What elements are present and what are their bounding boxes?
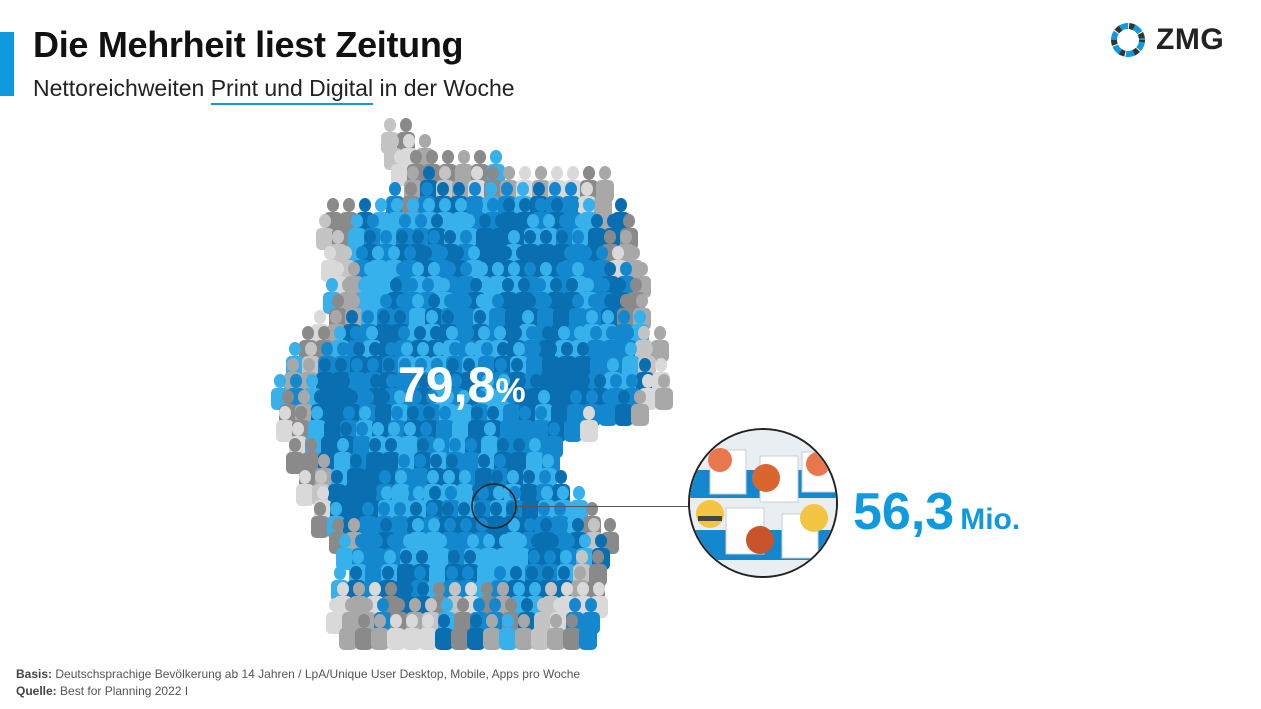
person-figure <box>631 390 649 426</box>
reach-absolute: 56,3 Mio. <box>853 482 1020 542</box>
reach-percent-value: 79,8 <box>398 357 496 413</box>
zmg-ring-logo-icon <box>1111 23 1145 57</box>
person-figure <box>419 614 437 650</box>
person-figure <box>451 614 469 650</box>
person-figure <box>467 614 485 650</box>
person-figure <box>355 614 373 650</box>
person-figure <box>371 614 389 650</box>
footnote-source: Quelle: Best for Planning 2022 I <box>16 683 580 700</box>
reach-percent-unit: % <box>495 372 526 410</box>
subtitle-prefix: Nettoreichweiten <box>33 75 211 101</box>
person-figure <box>435 614 453 650</box>
person-figure <box>615 390 633 426</box>
basis-label: Basis: <box>16 667 53 681</box>
person-figure <box>403 614 421 650</box>
person-figure <box>316 214 334 250</box>
zmg-logo: ZMG <box>1108 18 1224 62</box>
source-label: Quelle: <box>16 684 57 698</box>
person-figure <box>311 502 329 538</box>
person-figure <box>296 470 314 506</box>
person-figure <box>547 614 565 650</box>
person-figure <box>391 150 409 186</box>
person-figure <box>655 374 673 410</box>
person-figure <box>579 614 597 650</box>
footnote-basis: Basis: Deutschsprachige Bevölkerung ab 1… <box>16 666 580 683</box>
germany-people-map-icon <box>260 110 690 650</box>
zoom-marker-circle <box>471 483 517 529</box>
page-title: Die Mehrheit liest Zeitung <box>33 24 464 65</box>
person-figure <box>326 598 344 634</box>
person-figure <box>336 534 354 570</box>
person-figure <box>483 614 501 650</box>
page-subtitle: Nettoreichweiten Print und Digital in de… <box>33 75 515 105</box>
reach-absolute-value: 56,3 <box>853 483 955 541</box>
zoom-connector-line <box>517 506 689 507</box>
person-figure <box>563 614 581 650</box>
person-figure <box>387 614 405 650</box>
person-figure <box>651 326 669 362</box>
person-figure <box>564 406 582 442</box>
person-figure <box>276 406 294 442</box>
people-reading-newspaper-icon <box>688 428 838 578</box>
footnote: Basis: Deutschsprachige Bevölkerung ab 1… <box>16 666 580 700</box>
person-figure <box>339 614 357 650</box>
basis-text: Deutschsprachige Bevölkerung ab 14 Jahre… <box>52 667 581 681</box>
person-figure <box>499 614 517 650</box>
subtitle-suffix: in der Woche <box>373 75 515 101</box>
source-text: Best for Planning 2022 I <box>56 684 189 698</box>
reach-absolute-unit: Mio. <box>960 503 1021 536</box>
accent-bar <box>0 32 14 96</box>
person-figure <box>580 406 598 442</box>
person-figure <box>531 614 549 650</box>
person-figure <box>599 390 617 426</box>
subtitle-highlight: Print und Digital <box>210 75 374 105</box>
person-figure <box>286 438 304 474</box>
person-figure <box>515 614 533 650</box>
logo-text: ZMG <box>1156 23 1225 56</box>
reach-percent: 79,8% <box>398 356 526 414</box>
